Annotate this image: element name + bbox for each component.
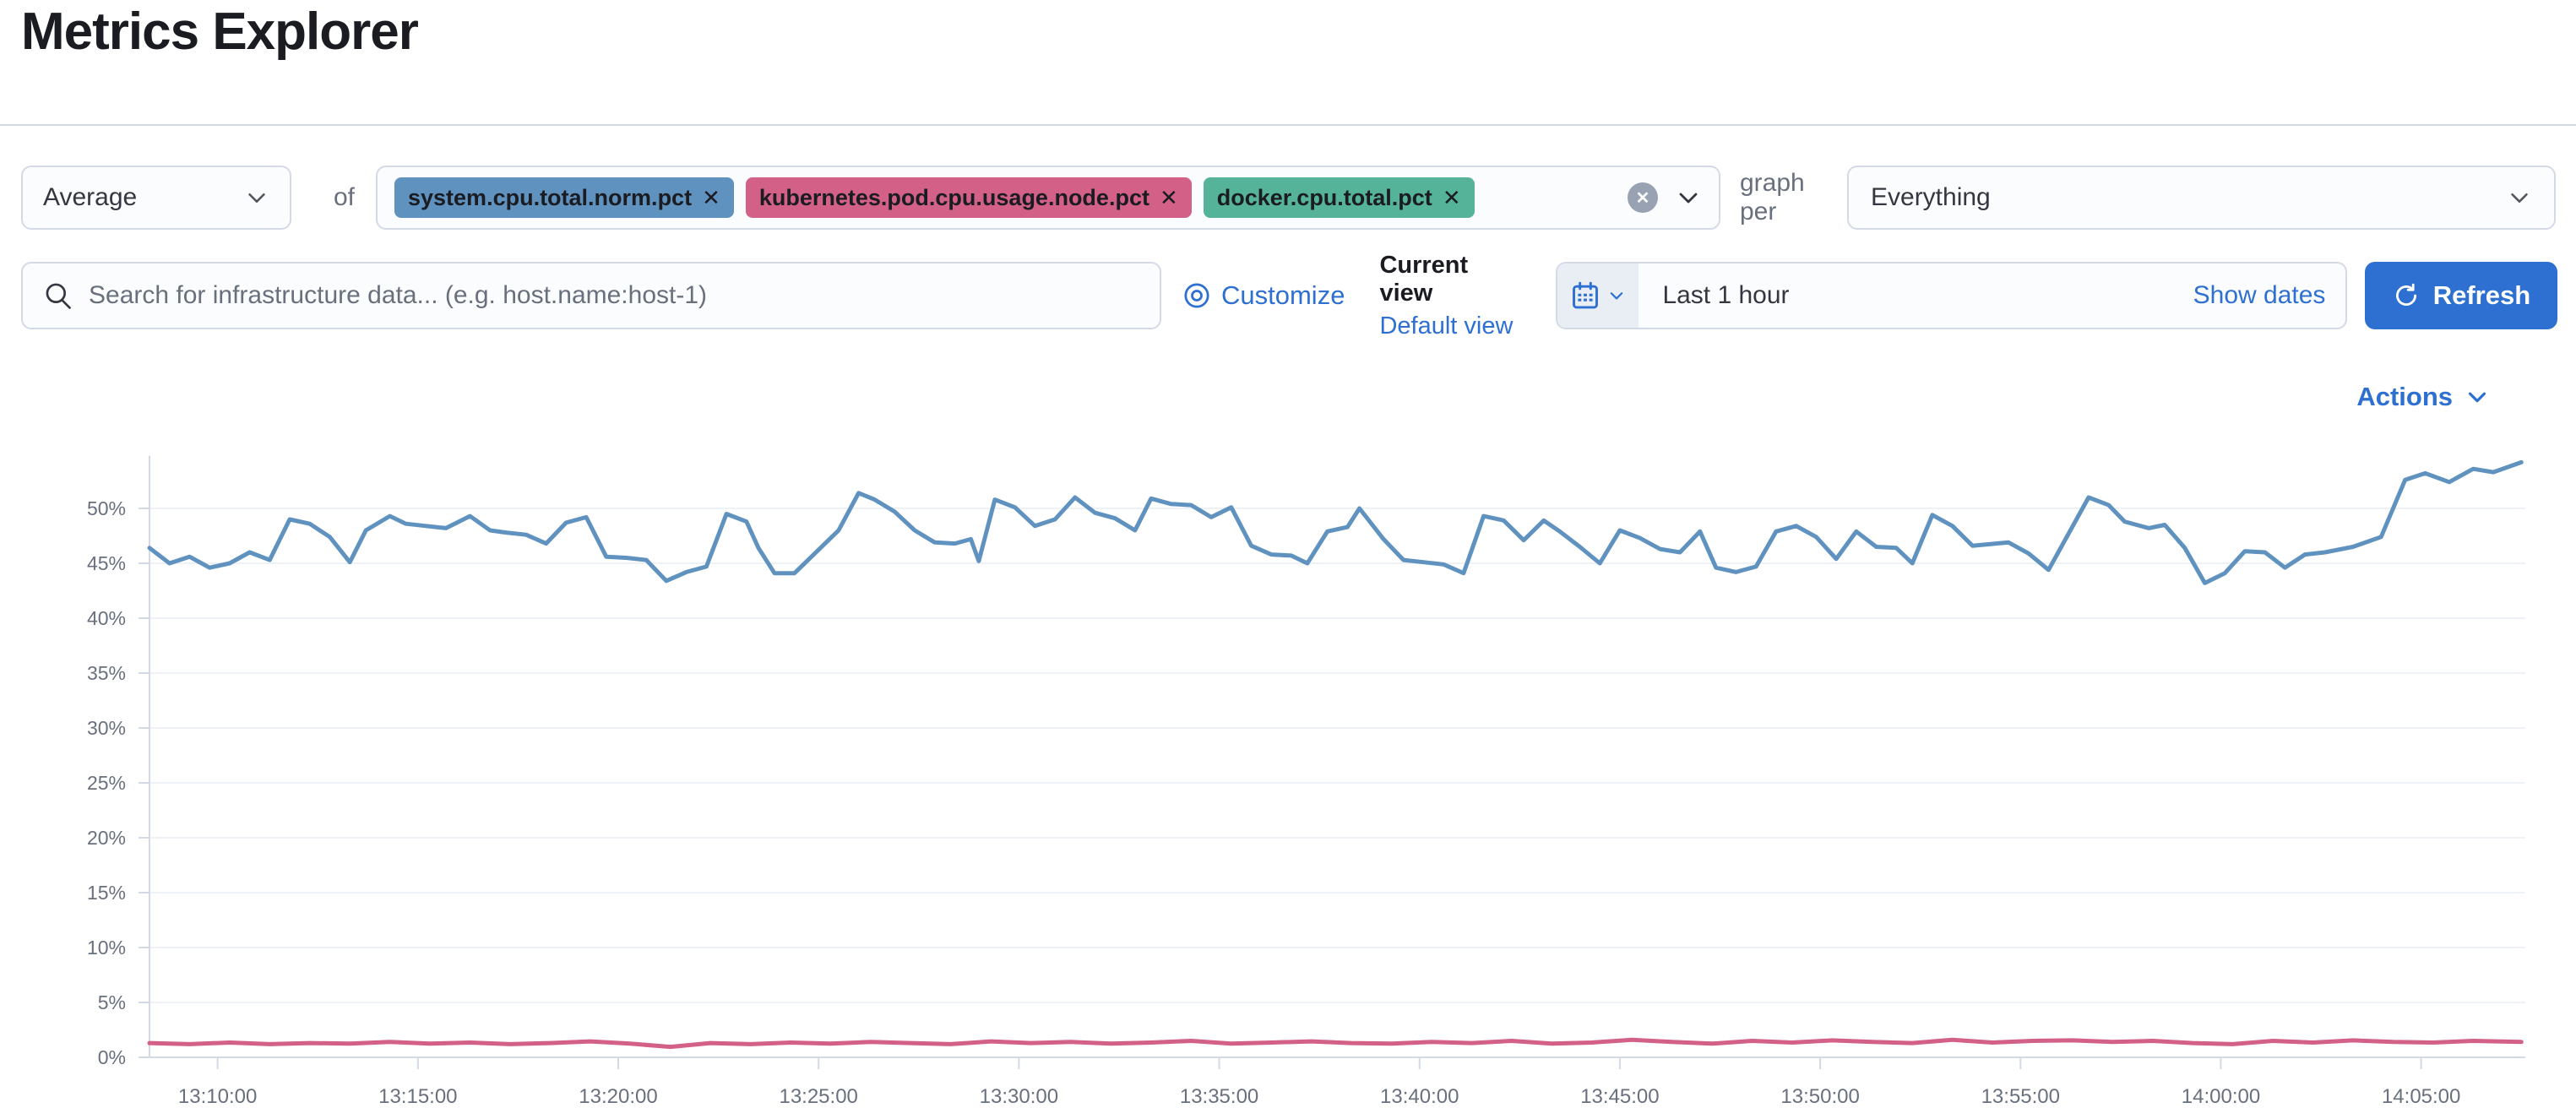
y-axis-tick-label: 20% [87, 827, 126, 849]
quick-select-button[interactable] [1557, 263, 1639, 328]
y-axis-tick-label: 10% [87, 937, 126, 959]
group-by-value: Everything [1871, 183, 1991, 211]
customize-button[interactable]: Customize [1182, 280, 1345, 311]
chevron-down-icon[interactable] [1675, 184, 1702, 211]
x-axis-tick-label: 13:30:00 [980, 1085, 1058, 1108]
search-toolbar: Customize Current view Default view [0, 252, 2576, 339]
metrics-chart[interactable]: 0% 5% 10% 15% 20% 25% 30% 35% 40% 45% 50% 13:10:00 1… [0, 446, 2576, 1108]
time-range-picker: Last 1 hour Show dates [1556, 262, 2348, 329]
x-axis-tick-label: 13:40:00 [1380, 1085, 1459, 1108]
x-axis-tick-label: 13:25:00 [779, 1085, 857, 1108]
refresh-label: Refresh [2432, 280, 2531, 310]
page-title: Metrics Explorer [21, 3, 419, 61]
y-axis-tick-label: 15% [87, 882, 126, 904]
remove-tag-icon[interactable]: ✕ [702, 184, 720, 210]
metric-tag-label: kubernetes.pod.cpu.usage.node.pct [758, 184, 1149, 210]
y-axis-tick-label: 50% [87, 497, 126, 519]
y-axis-tick-label: 30% [87, 717, 126, 739]
calendar-icon [1570, 280, 1600, 311]
chevron-down-icon [2507, 185, 2532, 210]
series-system.cpu.total.norm.pct [147, 459, 2524, 585]
chevron-down-icon [2465, 384, 2490, 410]
x-axis-tick-label: 14:00:00 [2182, 1085, 2260, 1108]
y-axis-tick-label: 40% [87, 607, 126, 629]
metric-tag-label: docker.cpu.total.pct [1216, 184, 1432, 210]
y-axis-tick-label: 25% [87, 772, 126, 794]
time-range-value[interactable]: Last 1 hour [1662, 281, 1790, 309]
of-label: of [333, 183, 356, 211]
search-field[interactable] [21, 262, 1161, 329]
remove-tag-icon[interactable]: ✕ [1159, 184, 1178, 210]
x-axis-tick-label: 13:15:00 [378, 1085, 457, 1108]
show-dates-link[interactable]: Show dates [2193, 281, 2326, 309]
metric-tag[interactable]: kubernetes.pod.cpu.usage.node.pct ✕ [745, 177, 1192, 218]
x-axis-tick-label: 13:20:00 [579, 1085, 657, 1108]
cpu-usage-line-chart[interactable]: 0% 5% 10% 15% 20% 25% 30% 35% 40% 45% 50% 13:10:00 1… [0, 446, 2576, 1108]
chevron-down-icon [1607, 286, 1626, 305]
eye-icon [1182, 281, 1211, 310]
clear-all-icon[interactable]: ✕ [1628, 182, 1658, 213]
refresh-icon [2393, 282, 2420, 309]
metrics-combo-box[interactable]: system.cpu.total.norm.pct ✕ kubernetes.p… [376, 166, 1720, 230]
metric-tag[interactable]: docker.cpu.total.pct ✕ [1203, 177, 1475, 218]
x-axis-tick-label: 13:35:00 [1180, 1085, 1258, 1108]
customize-label: Customize [1221, 280, 1345, 310]
actions-menu-button[interactable]: Actions [2356, 382, 2490, 412]
header-divider [0, 124, 2576, 126]
remove-tag-icon[interactable]: ✕ [1442, 184, 1461, 210]
refresh-button[interactable]: Refresh [2365, 262, 2558, 329]
aggregation-value: Average [43, 183, 138, 211]
search-input[interactable] [89, 281, 1139, 310]
series-kubernetes.pod.cpu.usage.node.pct [147, 1037, 2524, 1050]
y-axis-tick-label: 0% [98, 1046, 126, 1068]
metric-tag[interactable]: system.cpu.total.norm.pct ✕ [394, 177, 734, 218]
default-view-link[interactable]: Default view [1379, 312, 1514, 339]
x-axis-tick-label: 13:10:00 [178, 1085, 257, 1108]
search-icon [43, 280, 73, 311]
metrics-toolbar: Average of system.cpu.total.norm.pct ✕ k… [0, 166, 2576, 230]
group-by-select[interactable]: Everything [1847, 166, 2556, 230]
x-axis-tick-label: 13:50:00 [1780, 1085, 1859, 1108]
chevron-down-icon [244, 185, 269, 210]
actions-label: Actions [2356, 382, 2453, 411]
x-axis-tick-label: 14:05:00 [2382, 1085, 2460, 1108]
aggregation-select[interactable]: Average [21, 166, 291, 230]
x-axis-tick-label: 13:55:00 [1981, 1085, 2060, 1108]
graph-per-label: graph per [1740, 169, 1805, 225]
current-view-label: Current view [1379, 251, 1469, 307]
y-axis-tick-label: 35% [87, 662, 126, 684]
metric-tag-label: system.cpu.total.norm.pct [408, 184, 693, 210]
x-axis-tick-label: 13:45:00 [1580, 1085, 1659, 1108]
y-axis-tick-label: 5% [98, 991, 126, 1013]
view-block: Current view Default view [1379, 252, 1527, 340]
y-axis-tick-label: 45% [87, 552, 126, 574]
